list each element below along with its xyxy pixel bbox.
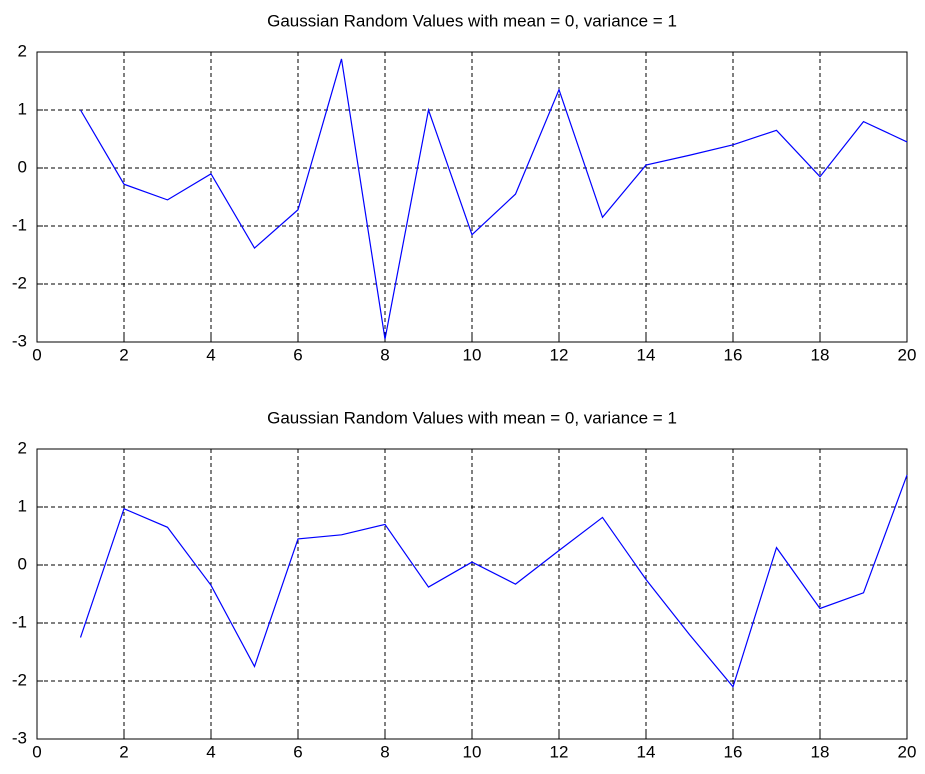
y-tick-label: -2	[12, 273, 27, 292]
x-tick-label: 2	[119, 345, 128, 364]
x-tick-label: 4	[206, 742, 215, 761]
data-line	[79, 58, 908, 340]
x-tick-label: 16	[724, 345, 743, 364]
y-tick-label: -2	[12, 670, 27, 689]
y-tick-label: 1	[18, 496, 27, 515]
x-tick-label: 12	[550, 345, 569, 364]
x-tick-label: 2	[119, 742, 128, 761]
y-tick-label: -3	[12, 331, 27, 350]
x-tick-label: 6	[293, 742, 302, 761]
chart-title: Gaussian Random Values with mean = 0, va…	[267, 11, 677, 30]
chart-title: Gaussian Random Values with mean = 0, va…	[267, 408, 677, 427]
x-tick-label: 4	[206, 345, 215, 364]
x-tick-label: 8	[380, 345, 389, 364]
y-tick-label: -1	[12, 215, 27, 234]
y-tick-label: 1	[18, 99, 27, 118]
x-tick-label: 6	[293, 345, 302, 364]
x-tick-label: 20	[898, 345, 917, 364]
axes-box	[36, 448, 908, 740]
axes-box	[36, 51, 908, 343]
y-tick-label: -1	[12, 612, 27, 631]
x-tick-label: 20	[898, 742, 917, 761]
y-tick-label: 2	[18, 41, 27, 60]
data-line	[79, 474, 908, 689]
x-tick-label: 8	[380, 742, 389, 761]
x-tick-label: 0	[32, 742, 41, 761]
y-tick-label: -3	[12, 728, 27, 747]
y-tick-label: 2	[18, 438, 27, 457]
x-tick-label: 18	[811, 742, 830, 761]
x-tick-label: 14	[637, 742, 656, 761]
x-tick-label: 14	[637, 345, 656, 364]
x-tick-label: 16	[724, 742, 743, 761]
x-tick-label: 0	[32, 345, 41, 364]
x-tick-label: 18	[811, 345, 830, 364]
x-tick-label: 10	[463, 345, 482, 364]
y-tick-label: 0	[18, 157, 27, 176]
x-tick-label: 10	[463, 742, 482, 761]
y-tick-label: 0	[18, 554, 27, 573]
x-tick-label: 12	[550, 742, 569, 761]
